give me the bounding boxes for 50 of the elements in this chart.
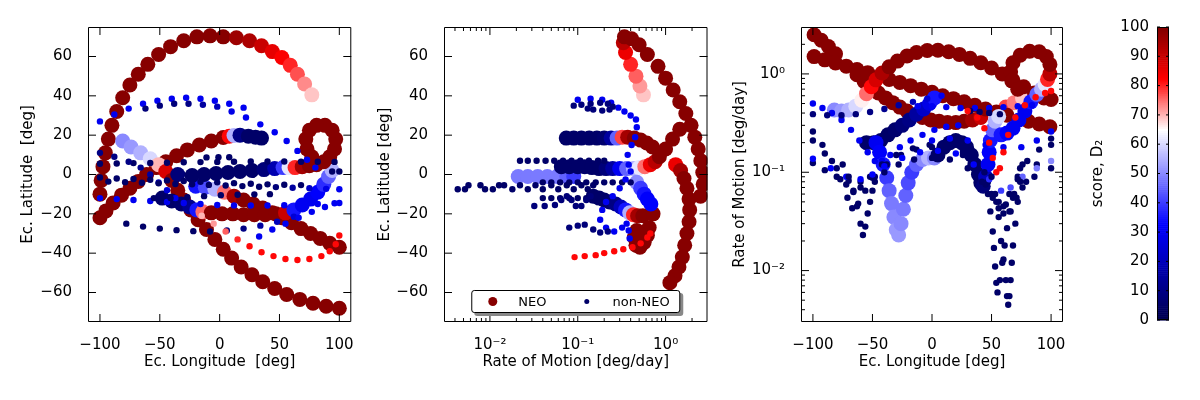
color-bar-label: 100 (1120, 16, 1149, 35)
x-tick-label: −100 (792, 334, 834, 353)
x-tick-label: 50 (269, 334, 290, 353)
y-tick-label: 40 (52, 85, 72, 104)
x-tick-label: 10⁻² (473, 334, 507, 353)
color-bar-label: 0 (1139, 309, 1149, 328)
y-tick-label: −40 (40, 243, 72, 262)
x-tick-label: 10⁰ (653, 334, 679, 353)
color-bar-label: 90 (1129, 46, 1149, 65)
y-tick-label: 10⁻¹ (751, 162, 785, 181)
x-axis-title: Ec. Longitude [deg] (143, 351, 296, 370)
legend-label: NEO (518, 294, 547, 309)
x-tick-label: 10⁻¹ (561, 334, 595, 353)
x-tick-label: −50 (856, 334, 889, 353)
x-tick-label: −50 (143, 334, 176, 353)
y-axis-title: Rate of Motion [deg/day] (729, 81, 748, 268)
x-tick-label: 50 (982, 334, 1002, 353)
x-tick-label: −100 (79, 334, 121, 353)
x-tick-label: 0 (214, 334, 225, 353)
y-tick-label: 20 (408, 125, 428, 144)
color-bar-label: 80 (1129, 75, 1149, 94)
y-tick-label: 60 (408, 46, 428, 65)
y-tick-label: 60 (52, 46, 72, 65)
y-tick-label: 0 (62, 164, 72, 183)
x-tick-label: 100 (325, 334, 354, 353)
y-tick-label: −20 (40, 203, 72, 222)
x-tick-label: 0 (927, 334, 937, 353)
y-tick-label: −60 (40, 282, 72, 301)
y-tick-label: −20 (396, 203, 428, 222)
x-axis-title: Ec. Longitude [deg] (858, 351, 1006, 370)
x-axis-title: Rate of Motion [deg/day] (482, 351, 670, 370)
y-tick-label: −60 (396, 282, 428, 301)
x-tick-label: 100 (1036, 334, 1066, 353)
color-bar-label: 10 (1129, 280, 1149, 299)
color-bar-label: 40 (1129, 192, 1149, 211)
color-bar-label: 70 (1129, 104, 1149, 123)
color-bar-label: 30 (1129, 221, 1149, 240)
y-tick-label: 10⁻² (751, 260, 785, 279)
y-axis-title: Ec. Latitude [deg] (374, 107, 393, 242)
y-tick-label: 20 (52, 125, 72, 144)
y-tick-label: 0 (418, 164, 428, 183)
color-bar-title: score, D₂ (1087, 139, 1106, 208)
color-bar-label: 20 (1129, 251, 1149, 270)
y-tick-label: 40 (408, 85, 428, 104)
color-bar-label: 60 (1129, 134, 1149, 153)
y-axis-title: Ec. Latitude [deg] (17, 105, 36, 244)
legend-label: non-NEO (612, 294, 670, 309)
y-tick-label: −40 (396, 243, 428, 262)
color-bar-label: 50 (1129, 163, 1149, 182)
y-tick-label: 10⁰ (759, 63, 785, 82)
